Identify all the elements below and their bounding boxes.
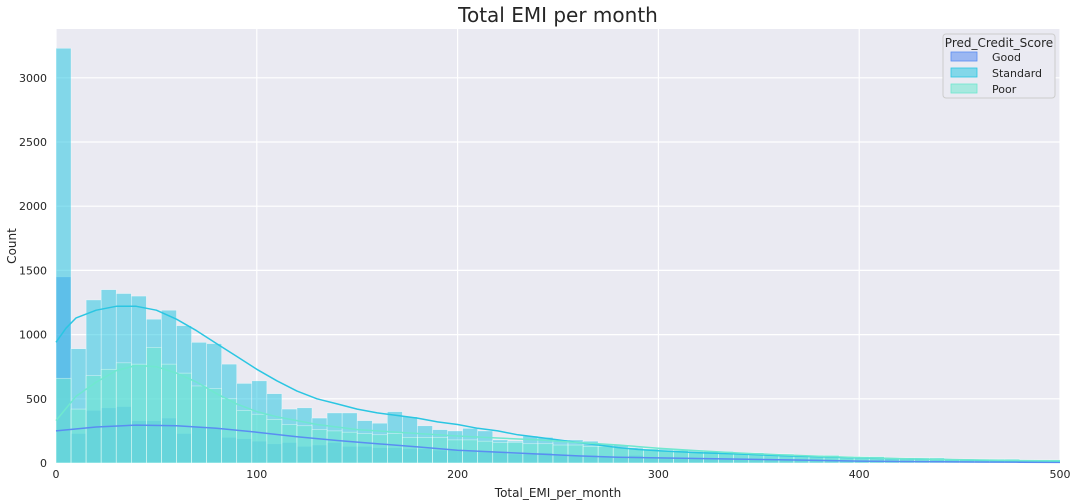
bar-poor (146, 347, 162, 464)
y-axis-ticks: 0 500 1000 1500 2000 2500 3000 (19, 72, 47, 470)
bar-poor (341, 431, 358, 464)
y-tick-label: 500 (26, 393, 47, 406)
bar-poor (567, 444, 584, 464)
y-tick-label: 0 (40, 457, 47, 470)
bar-poor (296, 425, 313, 464)
bar-poor (176, 372, 192, 464)
bar-poor (311, 429, 328, 464)
bar-poor (191, 385, 207, 464)
bar-poor (627, 448, 644, 464)
bar-poor (612, 447, 629, 464)
bar-poor (597, 446, 614, 464)
bar-poor (236, 410, 253, 464)
bar-poor (281, 424, 298, 464)
bar-poor (582, 446, 599, 464)
y-tick-label: 2500 (19, 136, 47, 149)
x-tick-label: 200 (447, 468, 468, 481)
legend: Pred_Credit_Score Good Standard Poor (942, 33, 1056, 99)
y-tick-label: 2000 (19, 200, 47, 213)
bar-poor (85, 375, 102, 464)
bar-poor (417, 437, 433, 464)
bar-poor (356, 433, 373, 464)
legend-label: Standard (992, 67, 1042, 80)
legend-frame (942, 33, 1056, 99)
chart-title: Total EMI per month (457, 3, 658, 27)
bar-poor (251, 413, 268, 464)
bar-poor (221, 398, 238, 464)
x-tick-label: 100 (246, 468, 267, 481)
x-axis-ticks: 0 100 200 300 400 500 (53, 468, 1071, 481)
x-tick-label: 0 (53, 468, 60, 481)
legend-label: Poor (992, 83, 1017, 96)
bar-poor (326, 430, 343, 464)
bar-poor (161, 363, 177, 464)
bar-poor (387, 433, 403, 464)
legend-item-good: Good (950, 51, 1021, 64)
bar-poor (206, 388, 222, 464)
bar-poor (432, 437, 448, 464)
legend-swatch (950, 83, 978, 94)
x-tick-label: 400 (849, 468, 870, 481)
bar-poor (371, 434, 388, 464)
bar-poor (55, 377, 72, 464)
legend-item-poor: Poor (950, 83, 1017, 96)
bar-poor (70, 408, 87, 464)
legend-swatch (950, 67, 978, 78)
y-tick-label: 1500 (19, 264, 47, 277)
legend-swatch (950, 51, 978, 62)
legend-label: Good (992, 51, 1021, 64)
kde-curves (55, 305, 1061, 464)
bar-poor (131, 363, 147, 464)
legend-title: Pred_Credit_Score (945, 36, 1053, 50)
y-tick-label: 1000 (19, 329, 47, 342)
legend-items: Good Standard Poor (950, 51, 1042, 96)
kde-line-poor (55, 364, 1061, 462)
x-tick-label: 300 (648, 468, 669, 481)
x-axis-label: Total_EMI_per_month (494, 486, 621, 500)
bar-poor (115, 362, 132, 464)
y-tick-label: 3000 (19, 72, 47, 85)
bar-poor (266, 419, 283, 464)
y-axis-label: Count (5, 228, 19, 264)
bar-poor (447, 439, 463, 464)
bar-poor (100, 368, 117, 464)
legend-item-standard: Standard (950, 67, 1042, 80)
bar-poor (552, 444, 569, 464)
x-tick-label: 500 (1050, 468, 1071, 481)
bar-poor (402, 437, 418, 464)
kde-line-good (55, 424, 1061, 464)
